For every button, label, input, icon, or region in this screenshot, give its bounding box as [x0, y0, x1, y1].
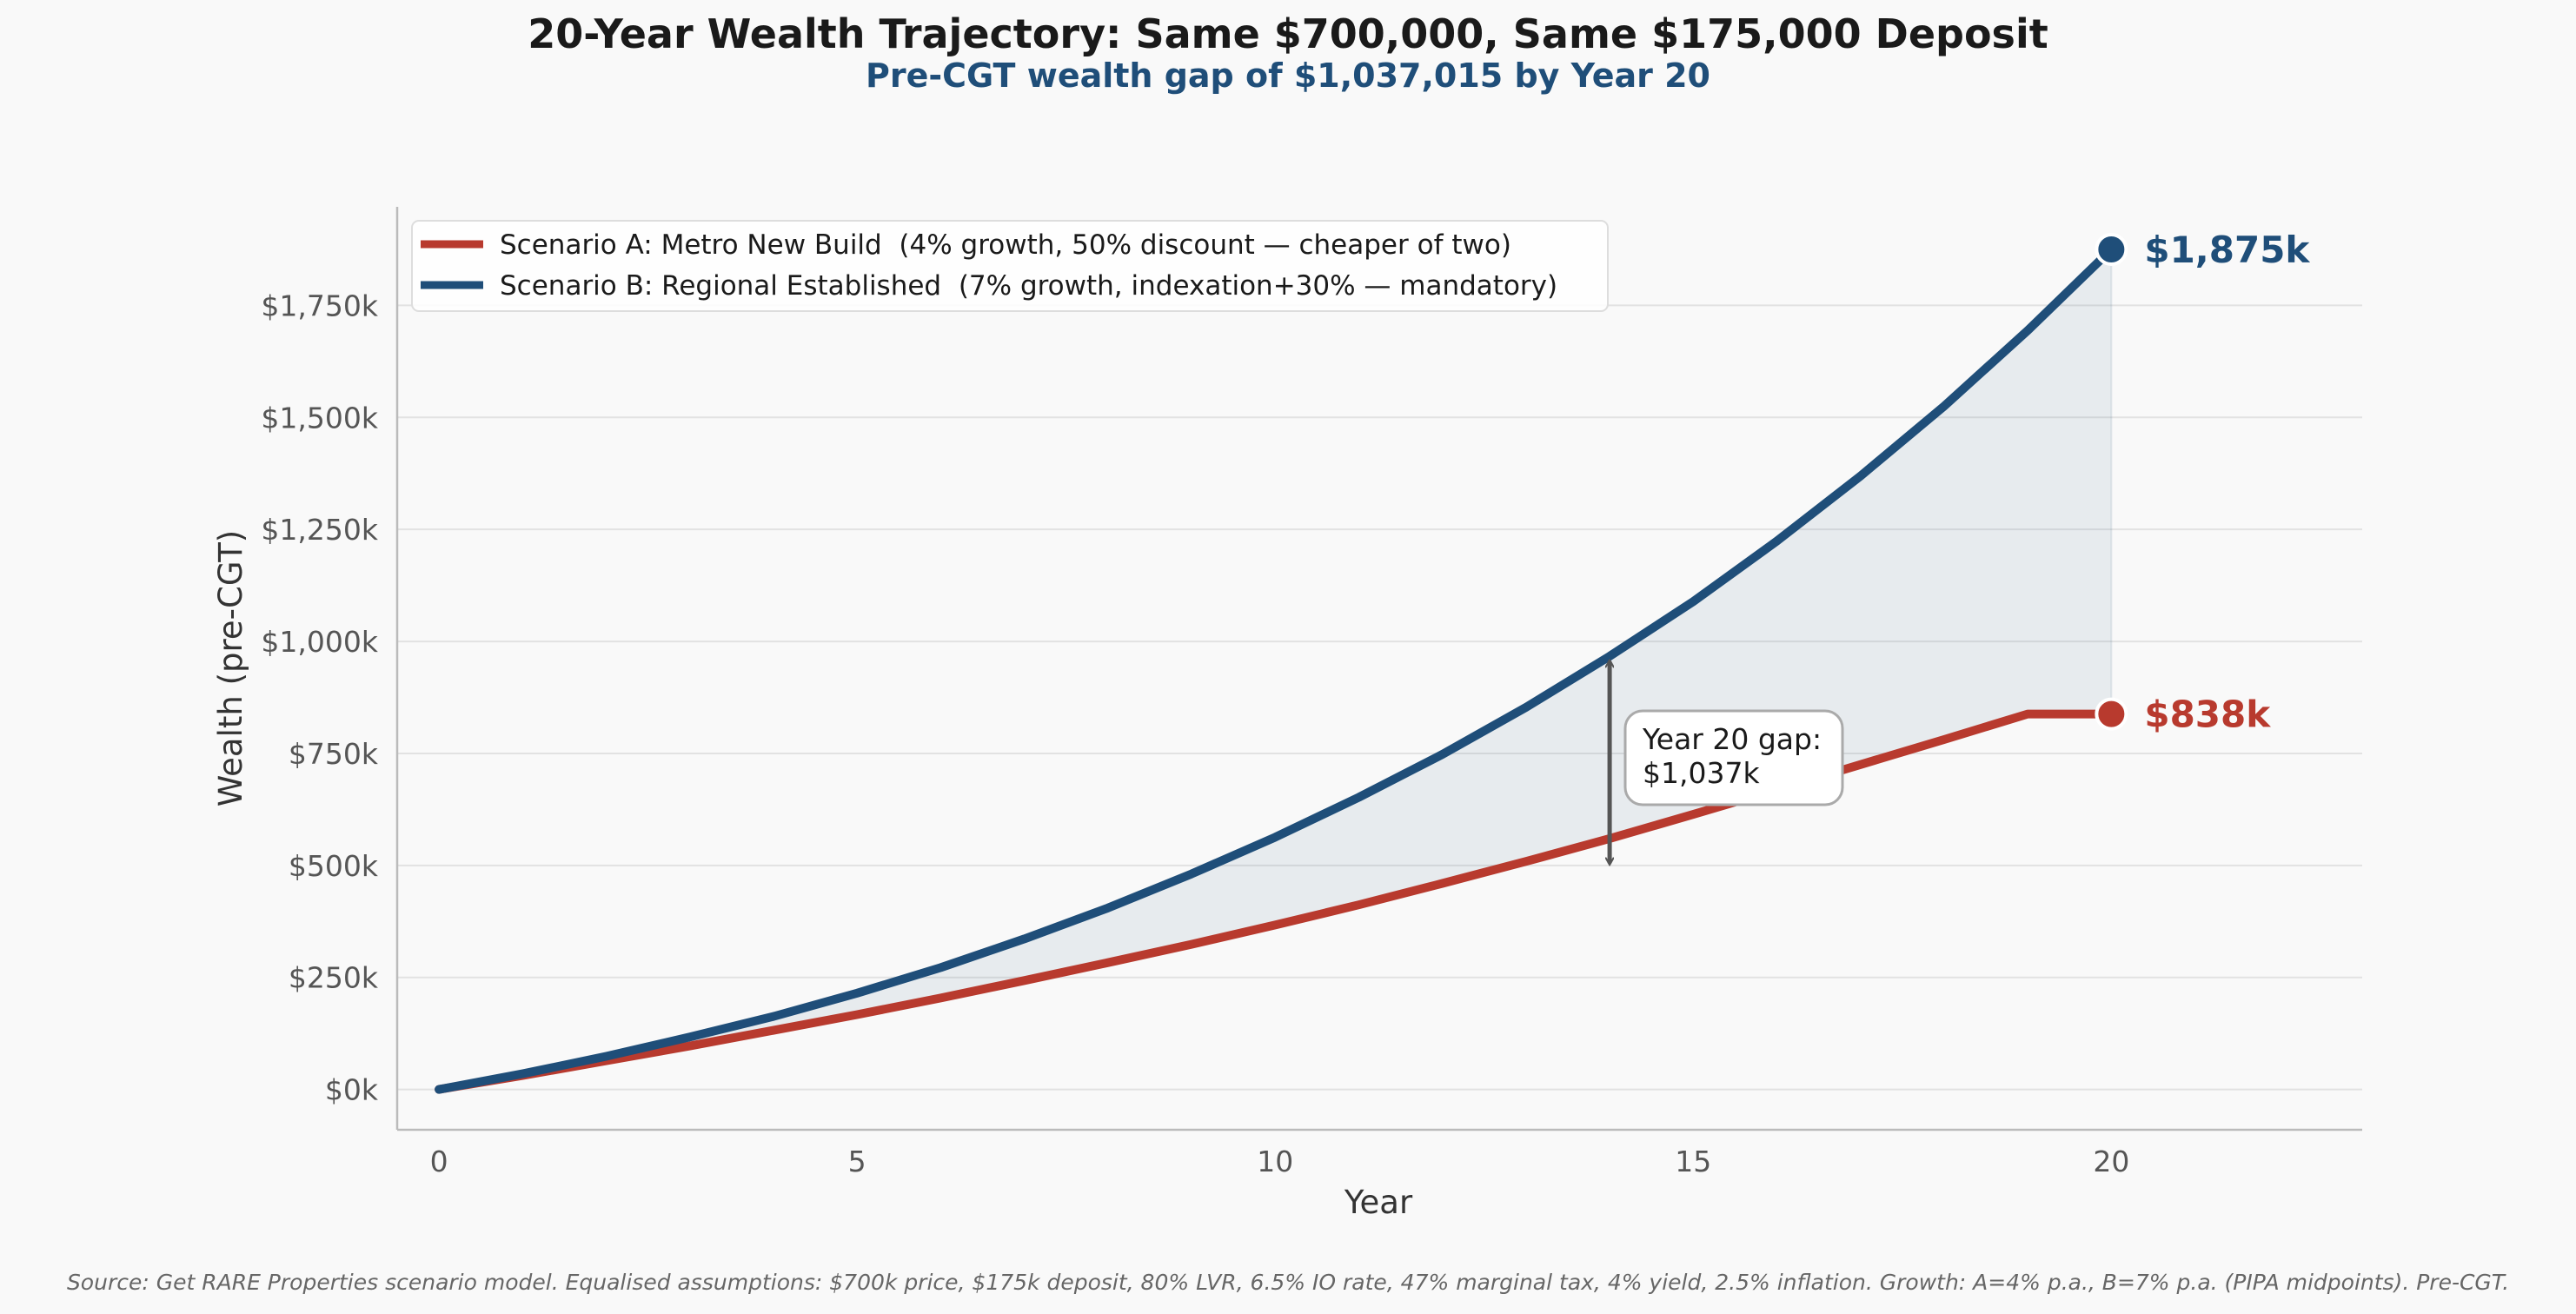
x-tick-label: 20: [2093, 1145, 2129, 1178]
y-tick-label: $1,000k: [261, 625, 378, 659]
x-tick-label: 10: [1257, 1145, 1293, 1178]
grid-lines: [397, 304, 2362, 1091]
legend-label-scenario-a: Scenario A: Metro New Build (4% growth, …: [500, 229, 1511, 261]
y-axis-label: Wealth (pre-CGT): [212, 530, 249, 807]
y-tick-label: $1,750k: [261, 289, 378, 322]
series-line-scenario-b: [435, 245, 2116, 1094]
legend: Scenario A: Metro New Build (4% growth, …: [411, 220, 1609, 312]
end-marker-scenario-a: [2095, 697, 2128, 731]
y-tick-label: $250k: [289, 961, 379, 995]
x-tick-label: 5: [848, 1145, 866, 1178]
gap-shaded-area: [438, 247, 2113, 1091]
x-tick-label: 15: [1675, 1145, 1711, 1178]
chart-subtitle: Pre-CGT wealth gap of $1,037,015 by Year…: [866, 56, 1710, 95]
source-note: Source: Get RARE Properties scenario mod…: [67, 1270, 2509, 1295]
legend-label-scenario-b: Scenario B: Regional Established (7% gro…: [500, 270, 1557, 302]
y-tick-label: $0k: [325, 1073, 379, 1107]
y-tick-label: $750k: [289, 737, 379, 771]
gap-annotation-box: Year 20 gap: $1,037k: [1623, 709, 1844, 806]
gap-annotation-line2: $1,037k: [1643, 756, 1760, 790]
y-tick-label: $1,500k: [261, 401, 378, 435]
gap-annotation-line1: Year 20 gap:: [1642, 722, 1822, 756]
end-marker-scenario-b: [2095, 232, 2128, 266]
end-label-scenario-b: $1,875k: [2144, 229, 2310, 271]
end-label-scenario-a: $838k: [2144, 694, 2271, 736]
y-tick-label: $500k: [289, 849, 379, 883]
x-axis-label: Year: [1344, 1184, 1413, 1221]
x-tick-labels: 0 5 10 15 20: [430, 1145, 2130, 1178]
chart-title: 20-Year Wealth Trajectory: Same $700,000…: [528, 10, 2048, 57]
y-tick-labels: $0k $250k $500k $750k $1,000k $1,250k $1,500k $…: [261, 289, 378, 1106]
x-tick-label: 0: [430, 1145, 448, 1178]
y-tick-label: $1,250k: [261, 513, 378, 547]
